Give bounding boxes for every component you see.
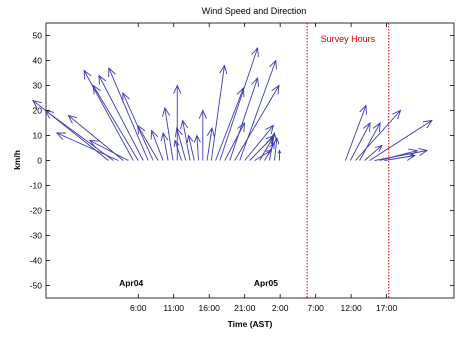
y-tick-label: 20 [33,106,43,116]
wind-vector [206,126,215,161]
wind-vector [55,132,119,161]
wind-vector [162,106,174,161]
wind-vector [384,152,416,161]
x-tick-label: 17:00 [376,303,398,313]
y-tick-label: 10 [33,131,43,141]
x-tick-label: 2:00 [272,303,289,313]
wind-vector [98,74,144,161]
day-labels: Apr04 Apr05 [119,278,278,288]
x-tick-label: 11:00 [163,303,184,313]
y-tick-label: 30 [33,81,43,91]
y-tick-label: -10 [30,181,43,191]
wind-vector [259,137,274,161]
wind-vector [83,69,134,161]
wind-vector [108,66,149,161]
chart-title: Wind Speed and Direction [202,6,307,16]
survey-layer: Survey Hours [306,23,390,298]
wind-vector [364,144,383,161]
wind-vector [186,134,195,161]
wind-vector [137,124,159,161]
wind-vector [174,126,187,161]
x-tick-label: 6:00 [130,303,147,313]
y-axis: -50 -40 -30 -20 -10 0 10 20 30 40 50 [30,31,454,291]
x-axis: 6:00 11:00 16:00 21:00 2:00 7:00 12:00 17:00 [130,23,398,313]
wind-vector [198,109,207,161]
wind-vector [173,139,182,161]
wind-vector [350,122,371,161]
wind-vector [219,46,259,161]
x-tick-label: 7:00 [307,303,324,313]
wind-vector [239,59,277,161]
wind-vector [369,119,433,161]
wind-vector [193,134,201,161]
wind-vector [224,122,246,161]
y-tick-label: -30 [30,231,43,241]
wind-vector [88,139,129,161]
wind-vector [355,109,402,161]
x-tick-label: 12:00 [340,303,362,313]
wind-vector [44,109,114,161]
wind-vector [92,84,139,161]
x-tick-label: 21:00 [234,303,256,313]
y-tick-label: 50 [33,31,43,41]
day-label: Apr05 [254,278,278,288]
wind-vector [273,136,280,161]
vector-layer [32,46,433,161]
wind-vector [215,86,245,161]
wind-vector [345,104,367,161]
wind-vector [229,76,259,161]
y-tick-label: -40 [30,256,43,266]
y-tick-label: -50 [30,281,43,291]
wind-vector [234,84,280,161]
x-axis-label: Time (AST) [228,319,273,329]
day-label: Apr04 [119,278,143,288]
y-tick-label: -20 [30,206,43,216]
wind-vector [277,149,282,161]
wind-vector [359,122,381,161]
y-tick-label: 0 [37,156,42,166]
wind-vector [150,129,164,161]
x-tick-label: 16:00 [199,303,221,313]
wind-vector [210,64,228,161]
wind-vector [244,124,275,161]
wind-vector [180,119,191,161]
y-tick-label: 40 [33,56,43,66]
wind-vector [269,131,277,161]
wind-vector [374,147,429,161]
wind-vector [160,131,169,161]
y-axis-label: km/h [12,150,22,170]
survey-label: Survey Hours [321,34,376,44]
wind-vector [379,148,419,161]
